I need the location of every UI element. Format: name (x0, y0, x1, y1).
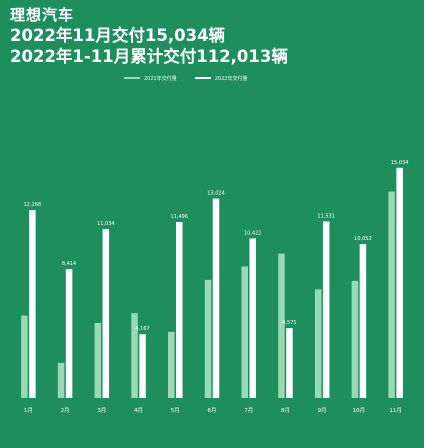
chart-legend: 2021年交付量 2022年交付量 (124, 72, 265, 84)
legend-item-2021: 2021年交付量 (124, 75, 177, 82)
bar-2022-5 (176, 221, 183, 398)
x-tick-label-2: 2月 (61, 407, 70, 414)
bar-2022-6 (212, 198, 220, 398)
bar-2022-3 (102, 229, 110, 398)
bar-2021-2 (57, 362, 65, 398)
legend-label-2022: 2022年交付量 (214, 75, 248, 82)
x-tick-label-6: 6月 (208, 407, 217, 414)
bar-2022-4 (139, 334, 146, 398)
x-tick-label-11: 11月 (389, 407, 402, 414)
bar-2022-value-label-10: 10,052 (354, 236, 372, 242)
bar-2022-1 (29, 210, 36, 398)
bar-2022-11 (396, 167, 403, 398)
november-deliveries-headline: 2022年11月交付15,034辆 (10, 26, 226, 45)
bar-2022-7 (249, 238, 256, 398)
legend-label-2021: 2021年交付量 (144, 75, 177, 82)
brand-title: 理想汽车 (10, 6, 75, 24)
bar-2022-value-label-9: 11,531 (317, 213, 335, 219)
bar-2022-value-label-1: 12,268 (24, 202, 42, 208)
x-tick-label-4: 4月 (134, 407, 143, 414)
bar-2022-value-label-3: 11,034 (97, 221, 115, 227)
bar-2022-8 (286, 328, 293, 398)
bar-2022-2 (65, 269, 73, 398)
x-tick-label-3: 3月 (97, 407, 106, 414)
x-tick-label-10: 10月 (353, 407, 366, 414)
x-tick-label-8: 8月 (281, 407, 290, 414)
legend-swatch-2022 (194, 77, 211, 79)
bar-2021-7 (241, 266, 248, 398)
bar-2022-value-label-8: 4,571 (282, 320, 296, 326)
bar-2022-value-label-6: 13,024 (207, 191, 225, 197)
bar-2022-value-label-11: 15,034 (391, 160, 409, 166)
bar-2021-3 (94, 322, 102, 398)
x-tick-label-5: 5月 (171, 407, 180, 414)
bar-2021-9 (314, 289, 322, 398)
bar-2022-10 (359, 244, 367, 398)
bar-2021-11 (388, 191, 395, 398)
header: 理想汽车 2022年11月交付15,034辆 2022年1-11月累计交付112… (10, 6, 414, 67)
bar-2022-value-label-7: 10,422 (244, 230, 262, 236)
bar-2022-value-label-4: 4,167 (135, 326, 149, 332)
bar-2022-value-label-2: 8,414 (62, 261, 76, 267)
bar-2021-4 (131, 313, 138, 398)
bar-2022-value-label-5: 11,496 (171, 214, 189, 220)
bar-2021-5 (168, 331, 175, 398)
bar-2021-6 (204, 279, 212, 398)
bar-2021-1 (21, 315, 28, 398)
bar-2022-9 (322, 221, 330, 398)
bar-2021-10 (351, 280, 359, 398)
ytd-deliveries-headline: 2022年1-11月累计交付112,013辆 (10, 47, 288, 66)
legend-swatch-2021 (124, 77, 140, 79)
x-tick-label-9: 9月 (318, 407, 327, 414)
bar-2021-8 (278, 253, 285, 398)
x-tick-label-7: 7月 (244, 407, 253, 414)
x-tick-label-1: 1月 (24, 407, 33, 414)
legend-item-2022: 2022年交付量 (194, 75, 248, 82)
